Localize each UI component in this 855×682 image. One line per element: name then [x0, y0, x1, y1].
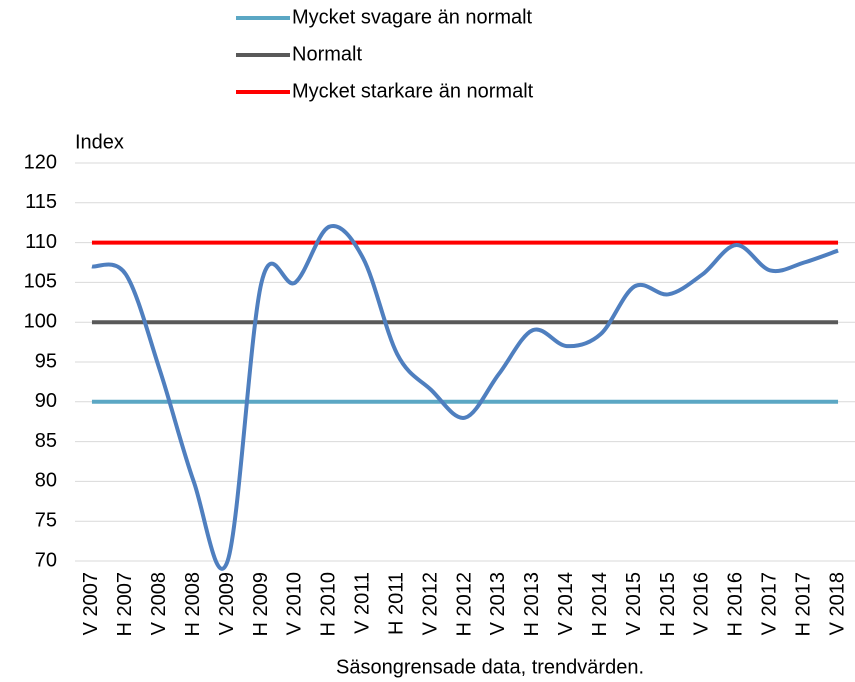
x-tick-label: H 2012 — [453, 572, 475, 637]
x-tick-label: V 2018 — [826, 572, 848, 635]
y-tick-label: 80 — [35, 470, 57, 492]
y-tick-label: 110 — [25, 231, 57, 253]
x-tick-label: H 2009 — [250, 572, 272, 637]
legend-label: Normalt — [292, 43, 362, 65]
y-tick-label: 105 — [24, 271, 57, 293]
y-tick-label: 100 — [24, 310, 57, 332]
x-tick-label: V 2017 — [758, 572, 780, 635]
x-tick-label: V 2015 — [623, 572, 645, 635]
x-tick-label: H 2010 — [318, 572, 340, 637]
x-tick-label: H 2008 — [182, 572, 204, 637]
x-tick-label: H 2017 — [792, 572, 814, 637]
legend-label: Mycket svagare än normalt — [292, 6, 533, 28]
x-tick-label: V 2010 — [284, 572, 306, 635]
x-tick-label: V 2011 — [352, 572, 374, 634]
y-tick-label: 85 — [35, 430, 57, 452]
x-tick-label: V 2007 — [80, 572, 102, 635]
y-tick-label: 95 — [35, 350, 57, 372]
x-tick-label: V 2016 — [691, 572, 713, 635]
x-tick-label: V 2012 — [419, 572, 441, 635]
y-tick-label: 115 — [25, 191, 57, 213]
x-tick-label: V 2008 — [148, 572, 170, 635]
x-axis-label: Säsongrensade data, trendvärden. — [336, 656, 644, 678]
x-tick-label: H 2011 — [385, 572, 407, 635]
x-tick-label: H 2013 — [521, 572, 543, 637]
line-series — [91, 224, 839, 571]
legend-label: Mycket starkare än normalt — [292, 80, 534, 102]
x-tick-label: V 2009 — [216, 572, 238, 635]
y-tick-label: 90 — [35, 390, 57, 412]
x-tick-label: H 2015 — [657, 572, 679, 637]
x-tick-label: H 2016 — [725, 572, 747, 637]
x-tick-label: V 2014 — [555, 572, 577, 635]
x-tick-label: H 2007 — [114, 572, 136, 637]
x-tick-label: H 2014 — [589, 572, 611, 637]
y-tick-label: 70 — [35, 549, 57, 571]
y-axis-label: Index — [75, 131, 124, 153]
y-tick-label: 75 — [35, 509, 57, 531]
x-tick-label: V 2013 — [487, 572, 509, 635]
y-tick-label: 120 — [24, 151, 57, 173]
